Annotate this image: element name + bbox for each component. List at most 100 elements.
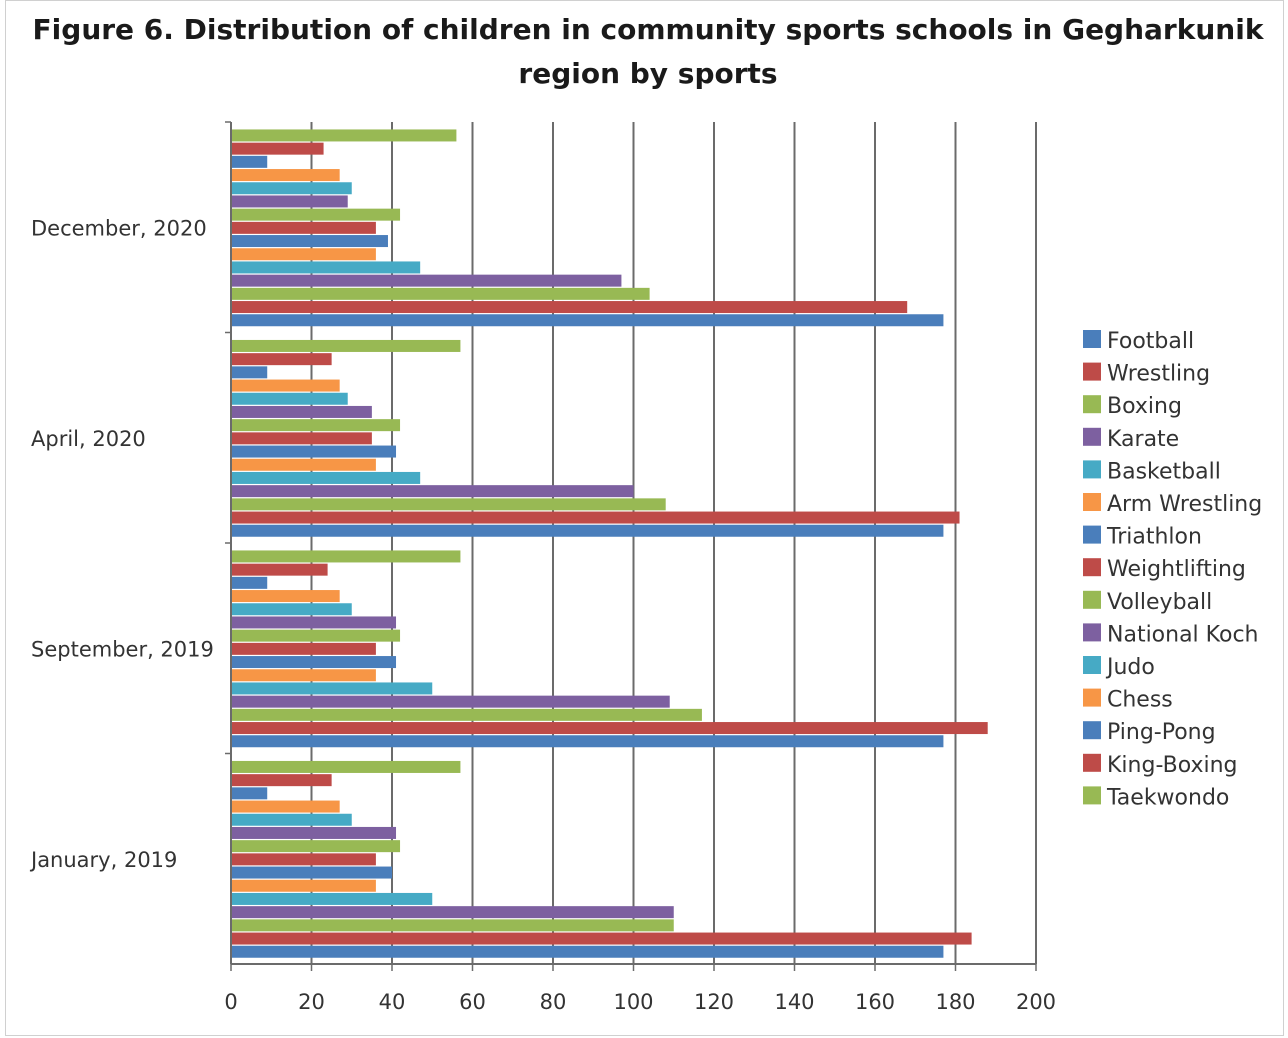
bar-taekwondo — [231, 760, 461, 773]
bar-basketball — [231, 261, 421, 274]
category-label: December, 2020 — [31, 216, 207, 240]
bar-arm-wrestling — [231, 669, 376, 682]
bar-boxing — [231, 498, 666, 511]
legend-label: Chess — [1107, 688, 1173, 713]
bar-arm-wrestling — [231, 879, 376, 892]
bar-arm-wrestling — [231, 458, 376, 471]
legend-swatch — [1083, 623, 1101, 642]
legend-label: Basketball — [1107, 459, 1221, 484]
legend-swatch — [1083, 688, 1101, 707]
bar-basketball — [231, 892, 433, 905]
bar-king-boxing — [231, 353, 332, 366]
bar-volleyball — [231, 208, 401, 221]
bar-king-boxing — [231, 142, 324, 155]
x-tick-label: 40 — [379, 990, 406, 1014]
bar-football — [231, 314, 944, 327]
bar-football — [231, 524, 944, 537]
bar-volleyball — [231, 629, 401, 642]
bar-boxing — [231, 919, 674, 932]
bar-triathlon — [231, 445, 397, 458]
bar-national-koch — [231, 826, 397, 839]
bar-karate — [231, 485, 634, 498]
legend-label: Taekwondo — [1106, 785, 1229, 810]
bar-karate — [231, 906, 674, 919]
bar-ping-pong — [231, 576, 268, 589]
legend-swatch — [1083, 786, 1101, 805]
bar-chess — [231, 590, 340, 603]
legend-swatch — [1083, 427, 1101, 446]
x-tick-label: 60 — [459, 990, 486, 1014]
bar-national-koch — [231, 405, 372, 418]
bar-football — [231, 945, 944, 958]
legend-label: Ping-Pong — [1107, 720, 1216, 745]
bar-weightlifting — [231, 853, 376, 866]
legend-swatch — [1083, 753, 1101, 772]
bar-wrestling — [231, 511, 960, 524]
bar-volleyball — [231, 419, 401, 432]
bar-arm-wrestling — [231, 248, 376, 261]
bar-judo — [231, 603, 352, 616]
legend-label: Judo — [1105, 655, 1155, 680]
legend-swatch — [1083, 493, 1101, 511]
bar-karate — [231, 274, 622, 287]
bar-national-koch — [231, 195, 348, 208]
bar-wrestling — [231, 932, 972, 945]
bar-king-boxing — [231, 563, 328, 576]
x-tick-label: 80 — [540, 990, 567, 1014]
legend-swatch — [1083, 362, 1101, 381]
category-label: April, 2020 — [31, 427, 146, 451]
category-label: January, 2019 — [29, 848, 177, 872]
x-tick-label: 100 — [613, 990, 653, 1014]
bar-national-koch — [231, 616, 397, 629]
bar-taekwondo — [231, 129, 457, 142]
bar-football — [231, 735, 944, 748]
bar-judo — [231, 392, 348, 405]
legend-label: Football — [1107, 329, 1194, 354]
legend-swatch — [1083, 395, 1101, 414]
legend-layer: Football Wrestling Boxing Karate Basketball A… — [1083, 329, 1262, 810]
bar-boxing — [231, 708, 702, 721]
legend-label: Karate — [1107, 427, 1179, 452]
bar-weightlifting — [231, 642, 376, 655]
bar-basketball — [231, 471, 421, 484]
legend-label: Triathlon — [1106, 525, 1202, 550]
x-tick-label: 120 — [694, 990, 734, 1014]
bar-triathlon — [231, 235, 388, 248]
legend-label: Arm Wrestling — [1107, 492, 1262, 517]
bar-karate — [231, 695, 670, 708]
x-tick-label: 140 — [774, 990, 814, 1014]
x-tick-label: 200 — [1016, 990, 1056, 1014]
legend-label: King-Boxing — [1107, 753, 1238, 778]
bar-triathlon — [231, 656, 397, 669]
x-tick-label: 180 — [935, 990, 975, 1014]
bar-wrestling — [231, 722, 988, 735]
bar-wrestling — [231, 301, 908, 314]
legend-label: Volleyball — [1107, 590, 1212, 615]
bar-weightlifting — [231, 432, 372, 445]
bar-triathlon — [231, 866, 392, 879]
bar-chess — [231, 169, 340, 182]
legend-swatch — [1083, 721, 1101, 740]
x-tick-label: 0 — [224, 990, 237, 1014]
bar-volleyball — [231, 840, 401, 853]
category-label: September, 2019 — [31, 637, 214, 661]
bar-layer — [231, 129, 988, 958]
bar-chess — [231, 800, 340, 813]
bar-king-boxing — [231, 774, 332, 787]
legend-swatch — [1083, 656, 1101, 674]
bar-taekwondo — [231, 339, 461, 352]
axis-layer: January, 2019 September, 2019 April, 2020 D… — [29, 121, 1056, 1014]
x-tick-label: 160 — [855, 990, 895, 1014]
bar-chess — [231, 379, 340, 392]
bar-ping-pong — [231, 787, 268, 800]
legend-swatch — [1083, 460, 1101, 479]
bar-ping-pong — [231, 155, 268, 168]
bar-boxing — [231, 287, 650, 300]
legend-swatch — [1083, 558, 1101, 577]
legend-label: Wrestling — [1107, 362, 1210, 387]
bar-weightlifting — [231, 221, 376, 234]
legend-label: Boxing — [1107, 394, 1182, 419]
bar-judo — [231, 182, 352, 195]
bar-ping-pong — [231, 366, 268, 379]
